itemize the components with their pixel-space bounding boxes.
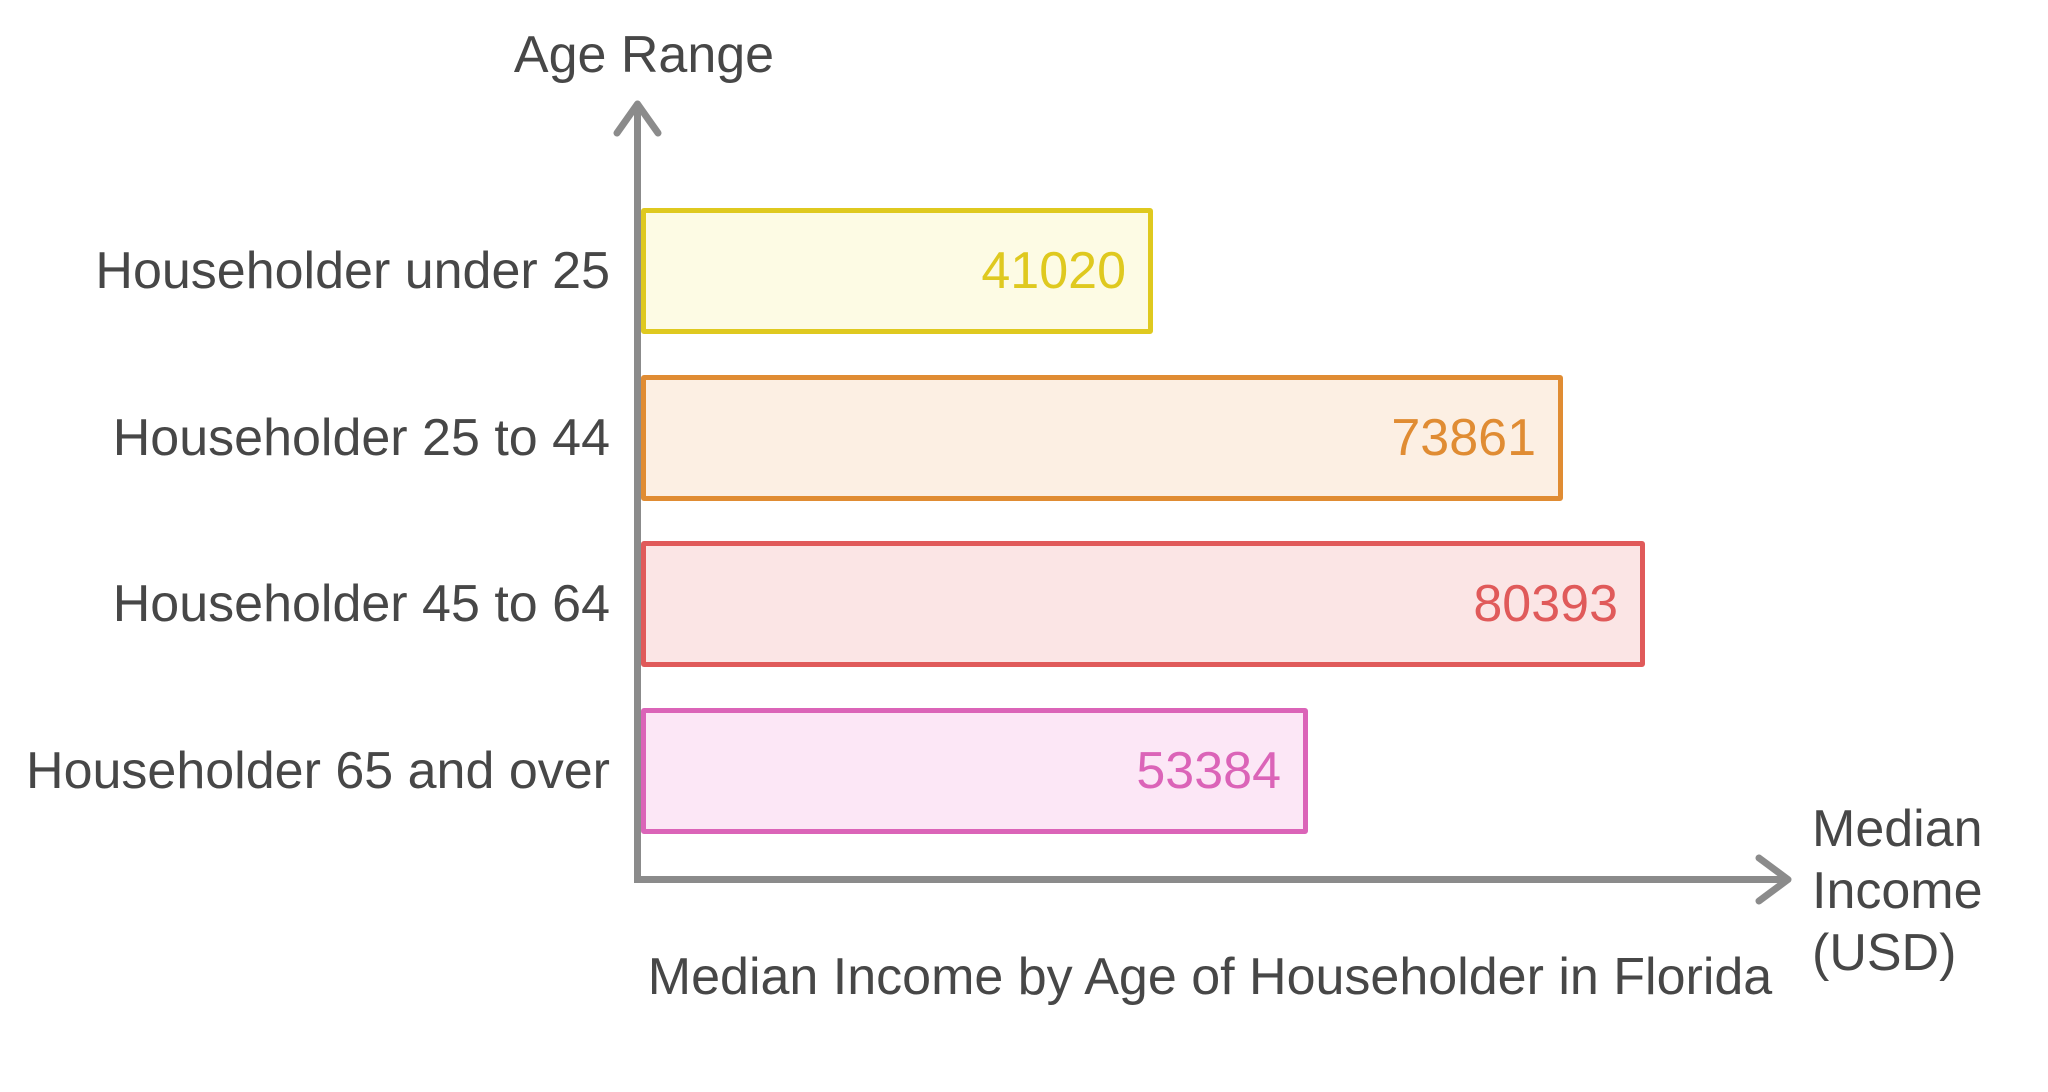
bar-row: Householder 65 and over 53384	[0, 708, 1308, 834]
category-label: Householder 65 and over	[26, 742, 610, 800]
category-label: Householder 45 to 64	[112, 575, 610, 633]
bar: 73861	[641, 375, 1563, 501]
category-label: Householder under 25	[95, 242, 610, 300]
bar-value-label: 41020	[981, 242, 1126, 300]
x-axis-title: Median Income (USD)	[1812, 800, 1983, 982]
label-axis-gap	[610, 208, 641, 334]
category-label: Householder 25 to 44	[112, 409, 610, 467]
label-axis-gap	[610, 708, 641, 834]
bar: 80393	[641, 541, 1645, 667]
y-axis-arrowhead-icon	[613, 100, 662, 137]
bar-row: Householder 25 to 44 73861	[0, 375, 1563, 501]
bar-row: Householder 45 to 64 80393	[0, 541, 1645, 667]
bar: 53384	[641, 708, 1308, 834]
bar-value-label: 80393	[1473, 575, 1618, 633]
label-axis-gap	[610, 375, 641, 501]
x-axis-arrowhead-icon	[1755, 854, 1792, 905]
bar-value-label: 73861	[1391, 409, 1536, 467]
bar-value-label: 53384	[1136, 742, 1281, 800]
bar: 41020	[641, 208, 1153, 334]
bar-row: Householder under 25 41020	[0, 208, 1153, 334]
label-axis-gap	[610, 541, 641, 667]
chart-title: Median Income by Age of Householder in F…	[647, 948, 1773, 1006]
y-axis-title: Age Range	[513, 26, 775, 84]
